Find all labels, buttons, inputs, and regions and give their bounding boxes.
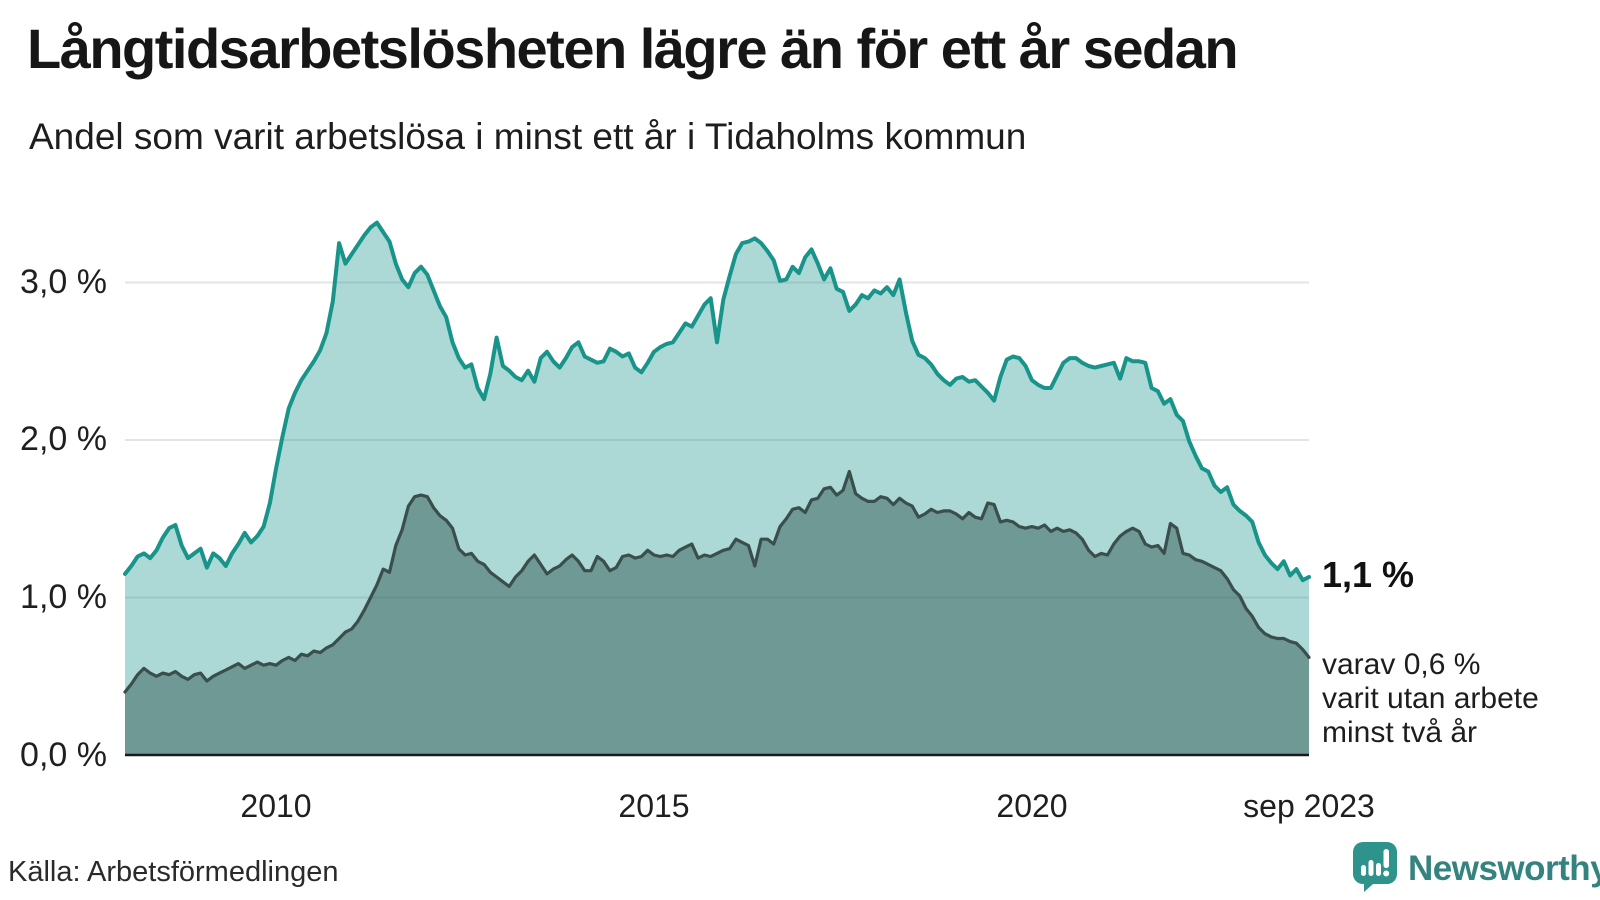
source-caption: Källa: Arbetsförmedlingen: [8, 856, 339, 888]
end-note-line-1: varav 0,6 %: [1322, 648, 1481, 681]
newsworthy-wordmark: Newsworthy: [1408, 849, 1600, 888]
y-axis-tick-1: 1,0 %: [20, 578, 107, 616]
end-note-line-2: varit utan arbete: [1322, 682, 1539, 715]
series-end-note: varav 0,6 % varit utan arbete minst två …: [1322, 648, 1539, 750]
y-axis-tick-3: 3,0 %: [20, 263, 107, 301]
page-title: Långtidsarbetslösheten lägre än för ett …: [27, 17, 1239, 80]
series-area-1: [125, 471, 1309, 755]
series-line-1: [123, 469, 1311, 694]
y-axis-tick-0: 0,0 %: [20, 736, 107, 774]
series-line-0: [123, 220, 1311, 583]
x-axis-tick-2020: 2020: [996, 788, 1068, 824]
y-axis-tick-2: 2,0 %: [20, 420, 107, 458]
newsworthy-logo[interactable]: Newsworthy: [1352, 841, 1600, 898]
newsworthy-bubble-icon: [1352, 841, 1398, 898]
series-area-0: [125, 222, 1309, 756]
page-subtitle: Andel som varit arbetslösa i minst ett å…: [29, 116, 1027, 157]
x-axis-tick-2015: 2015: [618, 788, 690, 824]
end-note-line-3: minst två år: [1322, 716, 1478, 749]
x-axis-tick-2010: 2010: [240, 788, 312, 824]
x-axis-tick-sep-2023: sep 2023: [1243, 788, 1375, 824]
series-end-value-label: 1,1 %: [1322, 554, 1415, 595]
